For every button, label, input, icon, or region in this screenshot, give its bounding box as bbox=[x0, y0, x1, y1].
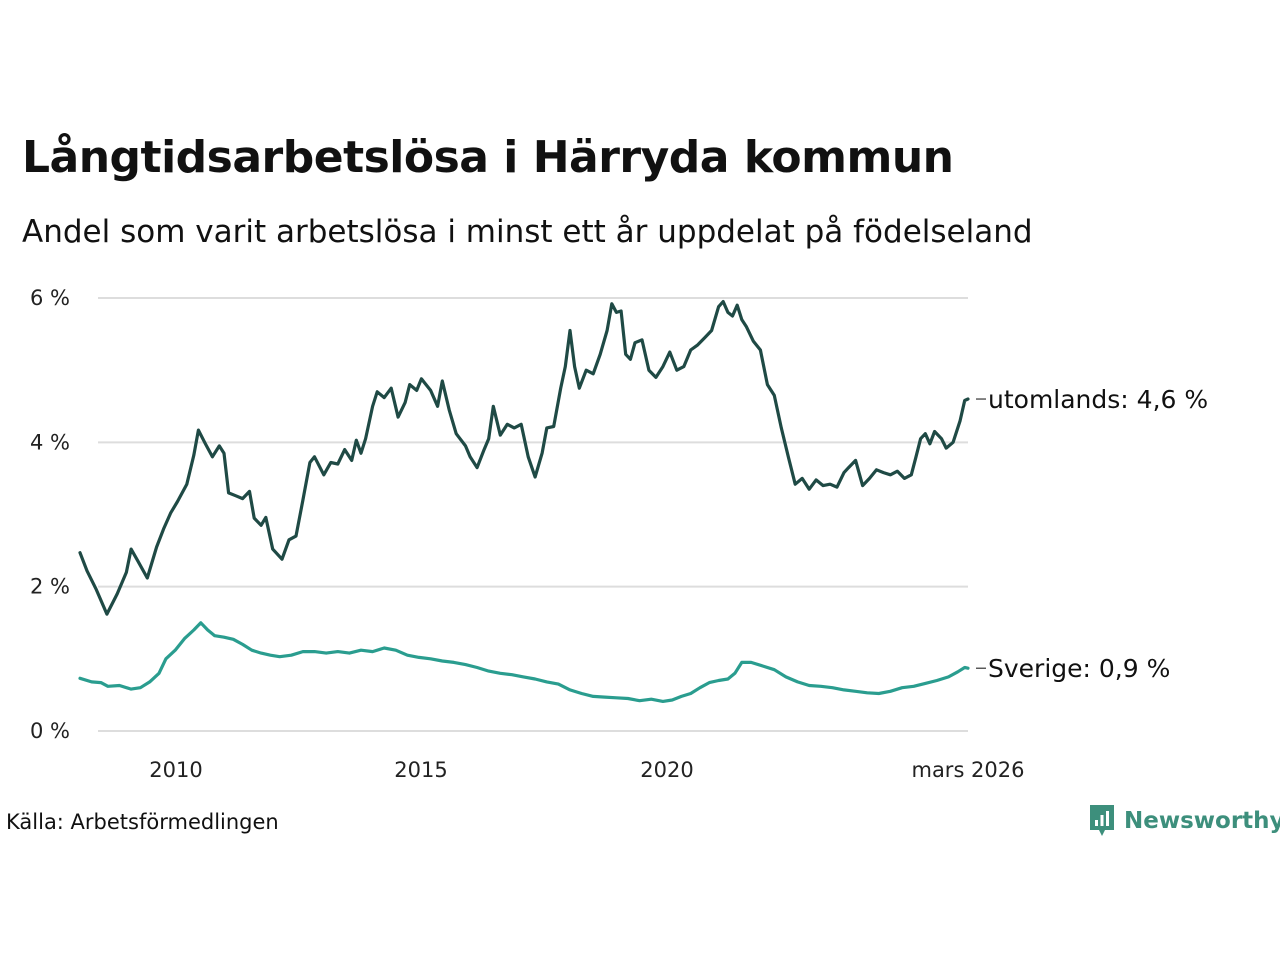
x-tick-label: mars 2026 bbox=[911, 758, 1024, 782]
newsworthy-logo: Newsworthy bbox=[1088, 803, 1280, 839]
y-tick-label: 4 % bbox=[30, 430, 70, 454]
series-line-utomlands bbox=[78, 300, 970, 616]
chart-subtitle: Andel som varit arbetslösa i minst ett å… bbox=[22, 214, 1033, 250]
source-note: Källa: Arbetsförmedlingen bbox=[6, 810, 279, 834]
series-layer bbox=[78, 300, 970, 703]
newsworthy-logo-icon bbox=[1090, 805, 1114, 836]
y-axis-ticks: 0 % 2 % 4 % 6 % bbox=[30, 286, 70, 743]
y-tick-label: 2 % bbox=[30, 575, 70, 599]
series-line-sverige bbox=[78, 621, 970, 703]
x-tick-label: 2015 bbox=[394, 758, 447, 782]
x-axis-ticks: 2010 2015 2020 mars 2026 bbox=[149, 758, 1024, 782]
y-tick-label: 0 % bbox=[30, 719, 70, 743]
brand-name: Newsworthy bbox=[1124, 808, 1280, 834]
x-tick-label: 2010 bbox=[149, 758, 202, 782]
chart-title: Långtidsarbetslösa i Härryda kommun bbox=[22, 132, 954, 183]
y-tick-label: 6 % bbox=[30, 286, 70, 310]
end-label-utomlands: utomlands: 4,6 % bbox=[988, 385, 1208, 414]
end-label-sverige: Sverige: 0,9 % bbox=[988, 654, 1170, 683]
x-tick-label: 2020 bbox=[640, 758, 693, 782]
end-labels: utomlands: 4,6 % Sverige: 0,9 % bbox=[976, 385, 1208, 683]
grid-layer bbox=[98, 297, 968, 732]
